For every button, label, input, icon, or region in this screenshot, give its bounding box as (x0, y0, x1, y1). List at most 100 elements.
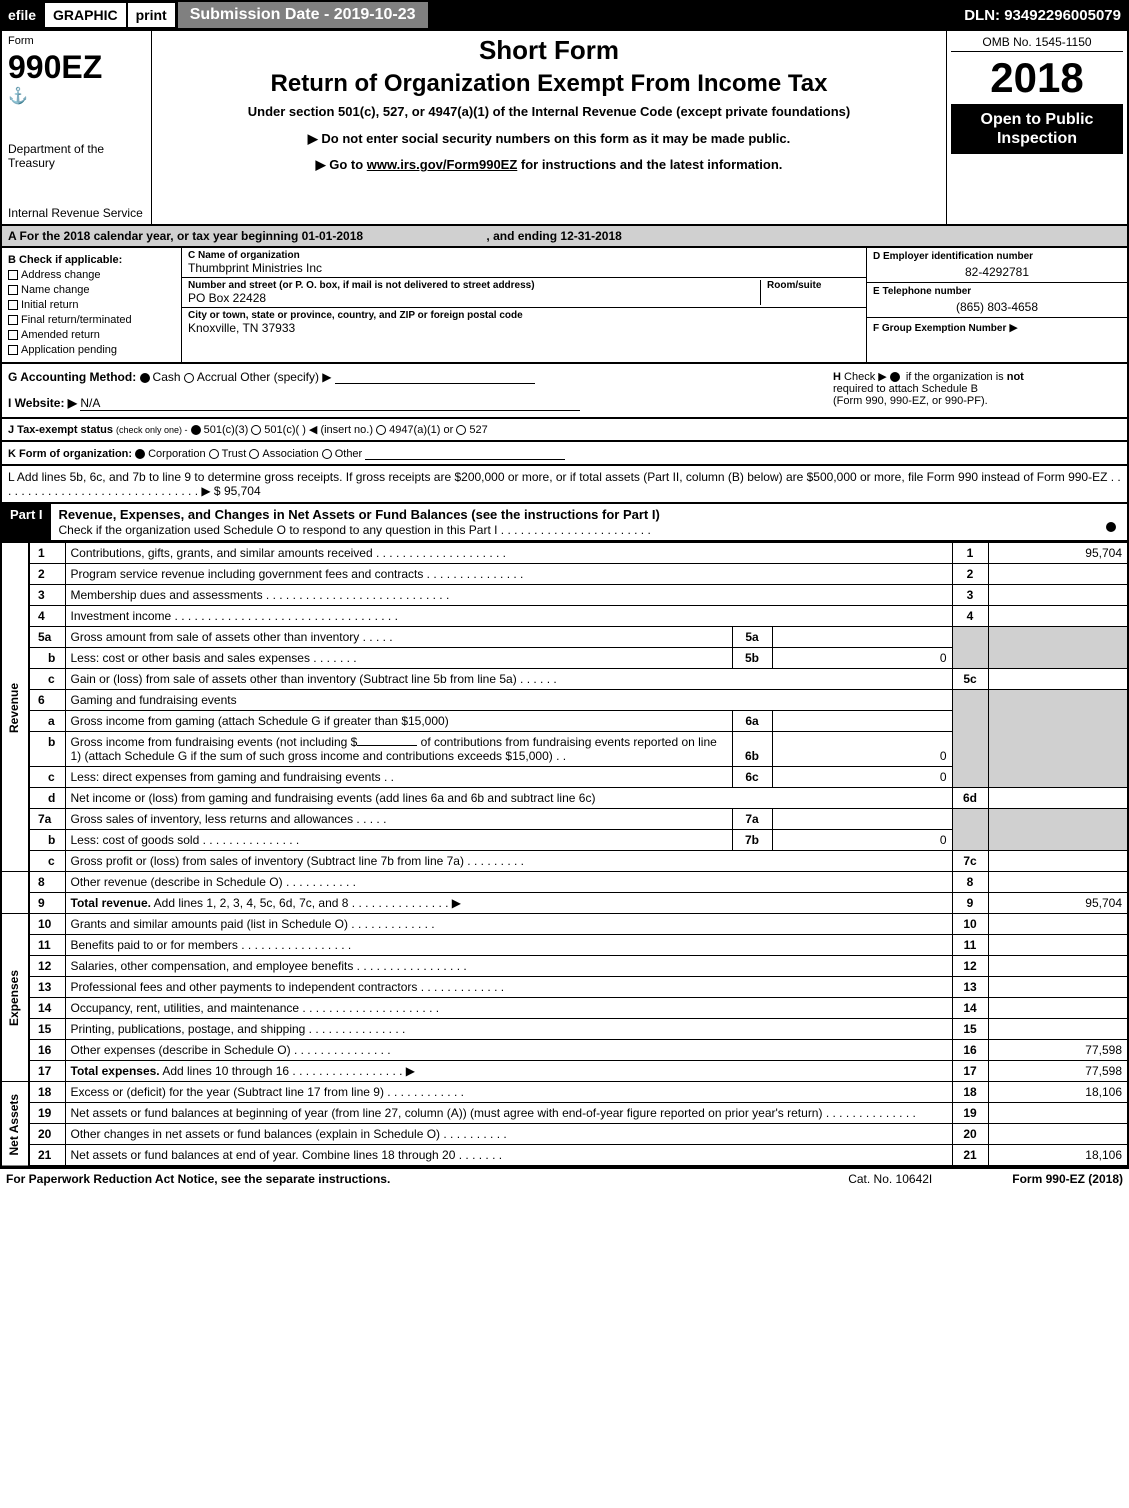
gh-block: G Accounting Method: Cash Accrual Other … (0, 364, 1129, 419)
goto-link[interactable]: www.irs.gov/Form990EZ (367, 157, 518, 172)
right-val (988, 872, 1128, 893)
amended-return-check[interactable]: Amended return (8, 329, 175, 341)
table-row: Expenses 10 Grants and similar amounts p… (1, 914, 1128, 935)
right-num: 7c (952, 851, 988, 872)
h-checkbox[interactable] (890, 372, 900, 382)
org-name: Thumbprint Ministries Inc (188, 261, 860, 275)
line-num: 2 (29, 564, 65, 585)
line-desc: Occupancy, rent, utilities, and maintena… (65, 998, 952, 1019)
radio-filled-icon[interactable] (135, 449, 145, 459)
address-change-check[interactable]: Address change (8, 269, 175, 281)
line-num: c (29, 851, 65, 872)
radio-empty-icon[interactable] (322, 449, 332, 459)
top-bar: efile GRAPHIC print Submission Date - 20… (0, 0, 1129, 30)
blank-field[interactable] (357, 745, 417, 746)
radio-empty-icon[interactable] (184, 373, 194, 383)
part1-label: Part I (2, 504, 51, 540)
phone-val: (865) 803-4658 (873, 300, 1121, 314)
radio-filled-icon[interactable] (191, 425, 201, 435)
h-text3: required to attach Schedule B (833, 383, 1121, 395)
table-row: Net Assets 18 Excess or (deficit) for th… (1, 1082, 1128, 1103)
radio-empty-icon[interactable] (376, 425, 386, 435)
line-desc: Excess or (deficit) for the year (Subtra… (65, 1082, 952, 1103)
final-return-check[interactable]: Final return/terminated (8, 314, 175, 326)
print-button[interactable]: print (127, 2, 176, 28)
checkbox-icon (8, 330, 18, 340)
table-row: 21 Net assets or fund balances at end of… (1, 1145, 1128, 1167)
org-name-row: C Name of organization Thumbprint Minist… (182, 248, 866, 278)
period-row: A For the 2018 calendar year, or tax yea… (0, 226, 1129, 248)
radio-empty-icon[interactable] (456, 425, 466, 435)
radio-filled-icon[interactable] (140, 373, 150, 383)
line-desc: Contributions, gifts, grants, and simila… (65, 543, 952, 564)
right-val: 77,598 (988, 1061, 1128, 1082)
org-block: B Check if applicable: Address change Na… (0, 248, 1129, 364)
d-label: D Employer identification number (873, 251, 1121, 262)
right-val (988, 998, 1128, 1019)
table-row: 7a Gross sales of inventory, less return… (1, 809, 1128, 830)
sub-num: 7a (732, 809, 772, 830)
sub-val (772, 711, 952, 732)
shaded-cell (988, 690, 1128, 788)
radio-empty-icon[interactable] (249, 449, 259, 459)
open-public: Open to Public Inspection (951, 104, 1123, 154)
radio-empty-icon[interactable] (251, 425, 261, 435)
under-section: Under section 501(c), 527, or 4947(a)(1)… (160, 104, 938, 119)
expenses-side-label: Expenses (1, 914, 29, 1082)
line-desc: Gain or (loss) from sale of assets other… (65, 669, 952, 690)
table-row: c Gain or (loss) from sale of assets oth… (1, 669, 1128, 690)
radio-empty-icon[interactable] (209, 449, 219, 459)
right-num: 6d (952, 788, 988, 809)
room-label: Room/suite (767, 280, 860, 291)
app-pending-check[interactable]: Application pending (8, 344, 175, 356)
part1-checkbox[interactable] (1106, 522, 1116, 532)
anchor-icon: ⚓ (8, 86, 145, 106)
org-checkboxes: B Check if applicable: Address change Na… (2, 248, 182, 362)
table-row: 14 Occupancy, rent, utilities, and maint… (1, 998, 1128, 1019)
c-label: C Name of organization (188, 250, 860, 261)
k-corp: Corporation (148, 448, 205, 460)
group-exempt-row: F Group Exemption Number ▶ (867, 318, 1127, 337)
line-num: 18 (29, 1082, 65, 1103)
name-change-check[interactable]: Name change (8, 284, 175, 296)
table-row: 8 Other revenue (describe in Schedule O)… (1, 872, 1128, 893)
footer-cat: Cat. No. 10642I (848, 1172, 932, 1186)
sub-num: 5b (732, 648, 772, 669)
right-val: 18,106 (988, 1145, 1128, 1167)
right-num: 15 (952, 1019, 988, 1040)
line-desc: Gross income from gaming (attach Schedul… (65, 711, 732, 732)
line-desc: Total expenses. Add lines 10 through 16 … (65, 1061, 952, 1082)
e-label: E Telephone number (873, 286, 1121, 297)
k-other-field[interactable] (365, 446, 565, 460)
right-val (988, 669, 1128, 690)
j-501c3: 501(c)(3) (204, 424, 249, 436)
table-row: 16 Other expenses (describe in Schedule … (1, 1040, 1128, 1061)
phone-row: E Telephone number (865) 803-4658 (867, 283, 1127, 318)
right-val (988, 1124, 1128, 1145)
line-num: 9 (29, 893, 65, 914)
table-row: 4 Investment income . . . . . . . . . . … (1, 606, 1128, 627)
right-val (988, 585, 1128, 606)
line-num: 10 (29, 914, 65, 935)
graphic-button[interactable]: GRAPHIC (44, 2, 127, 28)
k-other: Other (335, 448, 363, 460)
right-num: 12 (952, 956, 988, 977)
other-specify-field[interactable] (335, 370, 535, 384)
ein-row: D Employer identification number 82-4292… (867, 248, 1127, 283)
header-center: Short Form Return of Organization Exempt… (152, 31, 947, 224)
table-row: 6 Gaming and fundraising events (1, 690, 1128, 711)
line-num: 4 (29, 606, 65, 627)
line-num: d (29, 788, 65, 809)
right-num: 16 (952, 1040, 988, 1061)
accounting-method: G Accounting Method: Cash Accrual Other … (8, 370, 821, 384)
line-num: c (29, 767, 65, 788)
revenue-side-cont (1, 872, 29, 914)
goto-prefix: ▶ Go to (316, 157, 367, 172)
table-row: 20 Other changes in net assets or fund b… (1, 1124, 1128, 1145)
line-desc: Less: cost of goods sold . . . . . . . .… (65, 830, 732, 851)
line-num: 12 (29, 956, 65, 977)
initial-return-check[interactable]: Initial return (8, 299, 175, 311)
department-label: Department of the Treasury (8, 142, 145, 170)
return-title: Return of Organization Exempt From Incom… (160, 70, 938, 98)
line-num: 3 (29, 585, 65, 606)
